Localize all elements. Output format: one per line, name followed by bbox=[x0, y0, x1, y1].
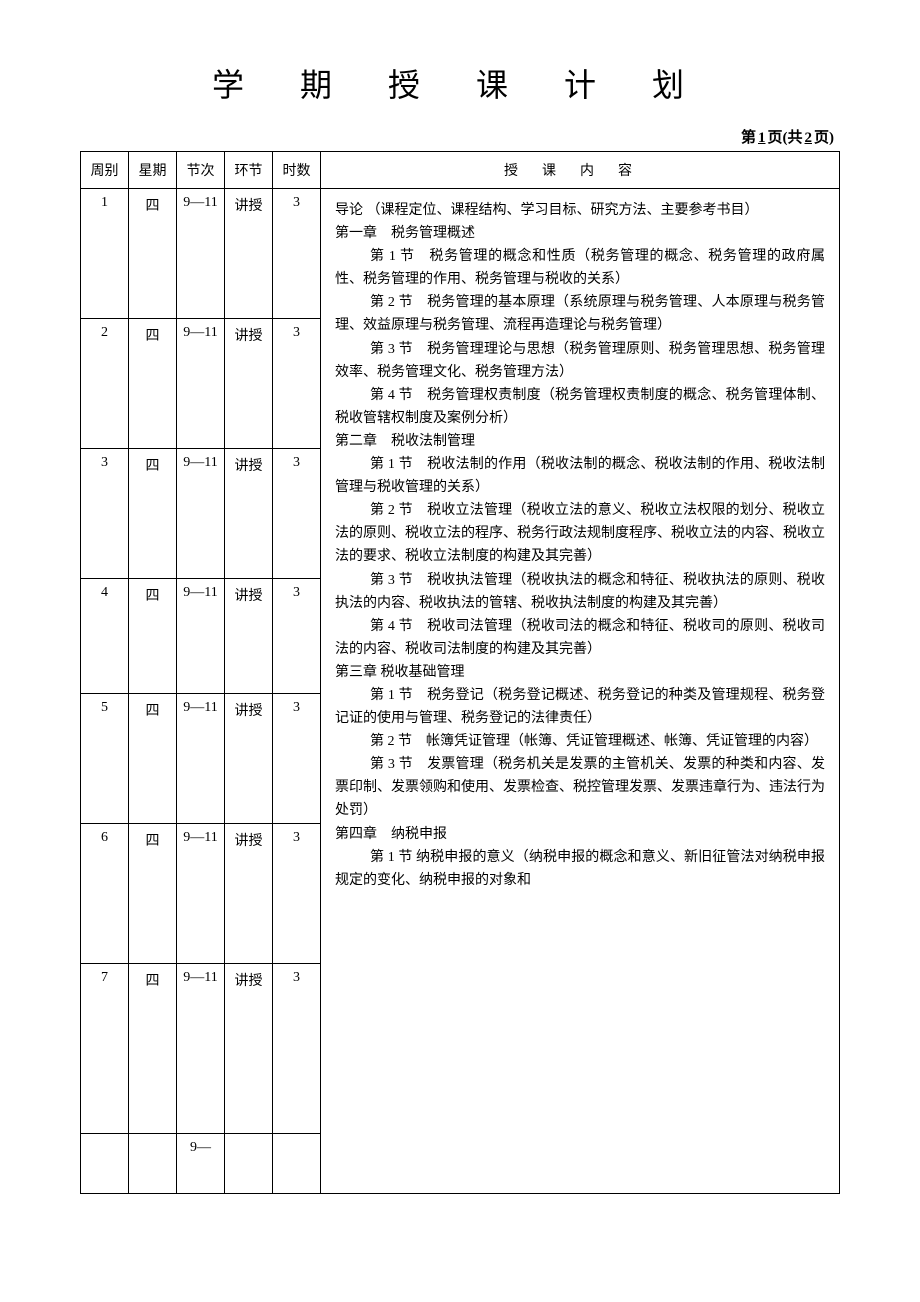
cell-week: 3 bbox=[81, 449, 129, 579]
cell-day: 四 bbox=[129, 694, 177, 824]
table-row: 1四9—11讲授3 导论 （课程定位、课程结构、学习目标、研究方法、主要参考书目）… bbox=[81, 189, 840, 319]
cell-period: 9—11 bbox=[177, 964, 225, 1134]
header-period: 节次 bbox=[177, 152, 225, 189]
content-line: 第四章 纳税申报 bbox=[335, 823, 825, 846]
cell-week: 2 bbox=[81, 319, 129, 449]
cell-week: 5 bbox=[81, 694, 129, 824]
page-prefix: 第 bbox=[741, 130, 756, 146]
schedule-table: 周别 星期 节次 环节 时数 授课内容 1四9—11讲授3导论 （课程定位、课程… bbox=[80, 151, 840, 1194]
cell-hours: 3 bbox=[273, 694, 321, 824]
header-content: 授课内容 bbox=[321, 152, 840, 189]
cell-day: 四 bbox=[129, 189, 177, 319]
content-line: 第 4 节 税收司法管理（税收司法的概念和特征、税收司的原则、税收司法的内容、税… bbox=[335, 615, 825, 661]
cell-hours: 3 bbox=[273, 964, 321, 1134]
cell-hours: 3 bbox=[273, 319, 321, 449]
content-line: 第 3 节 税务管理理论与思想（税务管理原则、税务管理思想、税务管理效率、税务管… bbox=[335, 338, 825, 384]
page-suffix: 页) bbox=[814, 130, 834, 146]
cell-segment bbox=[225, 1134, 273, 1194]
content-line: 第 2 节 税收立法管理（税收立法的意义、税收立法权限的划分、税收立法的原则、税… bbox=[335, 499, 825, 568]
cell-day: 四 bbox=[129, 449, 177, 579]
cell-segment: 讲授 bbox=[225, 824, 273, 964]
content-line: 第 2 节 帐簿凭证管理（帐簿、凭证管理概述、帐簿、凭证管理的内容） bbox=[335, 730, 825, 753]
header-day: 星期 bbox=[129, 152, 177, 189]
content-line: 第 3 节 发票管理（税务机关是发票的主管机关、发票的种类和内容、发票印制、发票… bbox=[335, 753, 825, 822]
cell-segment: 讲授 bbox=[225, 449, 273, 579]
cell-period: 9—11 bbox=[177, 694, 225, 824]
cell-week: 4 bbox=[81, 579, 129, 694]
cell-period: 9— bbox=[177, 1134, 225, 1194]
page-indicator: 第1页(共2页) bbox=[80, 126, 840, 147]
cell-day: 四 bbox=[129, 964, 177, 1134]
cell-segment: 讲授 bbox=[225, 694, 273, 824]
content-line: 第 3 节 税收执法管理（税收执法的概念和特征、税收执法的原则、税收执法的内容、… bbox=[335, 569, 825, 615]
content-line: 第二章 税收法制管理 bbox=[335, 430, 825, 453]
content-line: 第 1 节 税务管理的概念和性质（税务管理的概念、税务管理的政府属性、税务管理的… bbox=[335, 245, 825, 291]
content-line: 导论 （课程定位、课程结构、学习目标、研究方法、主要参考书目） bbox=[335, 199, 825, 222]
cell-period: 9—11 bbox=[177, 449, 225, 579]
cell-day: 四 bbox=[129, 824, 177, 964]
page-title: 学 期 授 课 计 划 bbox=[80, 60, 840, 106]
cell-segment: 讲授 bbox=[225, 189, 273, 319]
content-line: 第 1 节 纳税申报的意义（纳税申报的概念和意义、新旧征管法对纳税申报规定的变化… bbox=[335, 846, 825, 892]
cell-day: 四 bbox=[129, 579, 177, 694]
table-header-row: 周别 星期 节次 环节 时数 授课内容 bbox=[81, 152, 840, 189]
header-hours: 时数 bbox=[273, 152, 321, 189]
cell-hours bbox=[273, 1134, 321, 1194]
cell-day bbox=[129, 1134, 177, 1194]
cell-week: 6 bbox=[81, 824, 129, 964]
content-line: 第 1 节 税收法制的作用（税收法制的概念、税收法制的作用、税收法制管理与税收管… bbox=[335, 453, 825, 499]
cell-segment: 讲授 bbox=[225, 319, 273, 449]
cell-content: 导论 （课程定位、课程结构、学习目标、研究方法、主要参考书目）第一章 税务管理概… bbox=[321, 189, 840, 1194]
content-line: 第一章 税务管理概述 bbox=[335, 222, 825, 245]
cell-day: 四 bbox=[129, 319, 177, 449]
content-line: 第 2 节 税务管理的基本原理（系统原理与税务管理、人本原理与税务管理、效益原理… bbox=[335, 291, 825, 337]
cell-week bbox=[81, 1134, 129, 1194]
cell-period: 9—11 bbox=[177, 824, 225, 964]
cell-period: 9—11 bbox=[177, 319, 225, 449]
cell-period: 9—11 bbox=[177, 189, 225, 319]
content-line: 第 4 节 税务管理权责制度（税务管理权责制度的概念、税务管理体制、税收管辖权制… bbox=[335, 384, 825, 430]
cell-week: 1 bbox=[81, 189, 129, 319]
cell-hours: 3 bbox=[273, 189, 321, 319]
page-total: 2 bbox=[803, 130, 815, 146]
content-line: 第 1 节 税务登记（税务登记概述、税务登记的种类及管理规程、税务登记证的使用与… bbox=[335, 684, 825, 730]
cell-hours: 3 bbox=[273, 824, 321, 964]
header-segment: 环节 bbox=[225, 152, 273, 189]
cell-week: 7 bbox=[81, 964, 129, 1134]
cell-segment: 讲授 bbox=[225, 579, 273, 694]
course-content: 导论 （课程定位、课程结构、学习目标、研究方法、主要参考书目）第一章 税务管理概… bbox=[335, 199, 825, 892]
header-week: 周别 bbox=[81, 152, 129, 189]
page-current: 1 bbox=[756, 130, 768, 146]
cell-period: 9—11 bbox=[177, 579, 225, 694]
cell-segment: 讲授 bbox=[225, 964, 273, 1134]
cell-hours: 3 bbox=[273, 449, 321, 579]
content-line: 第三章 税收基础管理 bbox=[335, 661, 825, 684]
table-body: 1四9—11讲授3导论 （课程定位、课程结构、学习目标、研究方法、主要参考书目）… bbox=[81, 189, 840, 1194]
cell-hours: 3 bbox=[273, 579, 321, 694]
page-mid: 页(共 bbox=[768, 130, 803, 146]
